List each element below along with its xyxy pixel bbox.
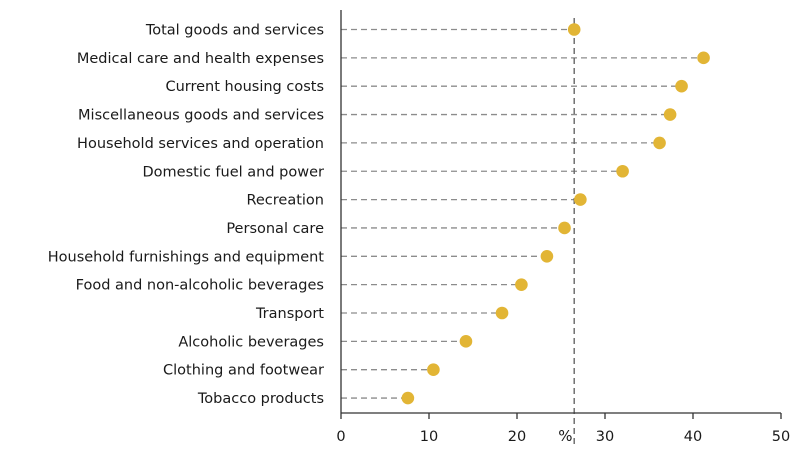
x-tick-label: 0 — [336, 429, 345, 445]
x-tick-label: 10 — [420, 429, 438, 445]
data-point — [653, 136, 666, 150]
category-label: Recreation — [246, 193, 324, 209]
category-label: Alcoholic beverages — [178, 334, 324, 350]
data-point — [427, 363, 440, 377]
leader-lines — [341, 28, 704, 399]
data-point — [515, 278, 528, 291]
x-tick-label: 20 — [508, 429, 526, 445]
category-label: Current housing costs — [165, 79, 324, 95]
category-label: Transport — [255, 306, 324, 322]
category-label: Household services and operation — [77, 136, 324, 152]
data-points — [401, 23, 710, 405]
data-point — [401, 391, 415, 405]
category-label: Household furnishings and equipment — [48, 249, 325, 265]
data-point — [495, 306, 509, 320]
category-label: Food and non-alcoholic beverages — [76, 278, 324, 294]
data-point — [558, 221, 571, 235]
data-point — [697, 51, 710, 65]
x-tick-label: 40 — [684, 429, 702, 445]
axes — [340, 10, 782, 419]
data-point — [574, 193, 587, 206]
x-axis-title: % — [558, 427, 572, 445]
data-point — [675, 79, 688, 93]
category-label: Clothing and footwear — [163, 363, 324, 379]
category-label: Personal care — [226, 221, 324, 237]
category-label: Total goods and services — [145, 23, 324, 39]
category-labels: Total goods and services Medical care and… — [48, 23, 325, 408]
category-label: Domestic fuel and power — [143, 164, 325, 180]
data-point — [663, 108, 677, 121]
data-point — [567, 23, 581, 36]
category-label: Miscellaneous goods and services — [78, 108, 324, 124]
data-point — [616, 164, 629, 178]
category-label: Medical care and health expenses — [77, 51, 324, 67]
x-tick-label: 30 — [596, 429, 614, 445]
data-point — [459, 335, 473, 348]
x-tick-label: 50 — [772, 429, 790, 445]
x-tick-labels: 0 10 20 30 40 50 — [336, 429, 790, 445]
category-label: Tobacco products — [197, 391, 324, 407]
data-point — [540, 249, 554, 263]
